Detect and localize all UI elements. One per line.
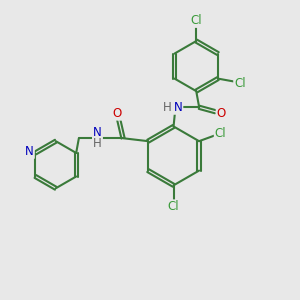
Text: Cl: Cl — [215, 127, 226, 140]
Text: N: N — [25, 145, 34, 158]
Text: Cl: Cl — [168, 200, 179, 213]
Text: O: O — [112, 107, 122, 120]
Text: Cl: Cl — [190, 14, 202, 27]
Text: O: O — [217, 107, 226, 120]
Text: N: N — [174, 101, 182, 114]
Text: Cl: Cl — [234, 76, 246, 89]
Text: N: N — [93, 126, 102, 140]
Text: H: H — [162, 101, 171, 114]
Text: H: H — [93, 137, 102, 150]
